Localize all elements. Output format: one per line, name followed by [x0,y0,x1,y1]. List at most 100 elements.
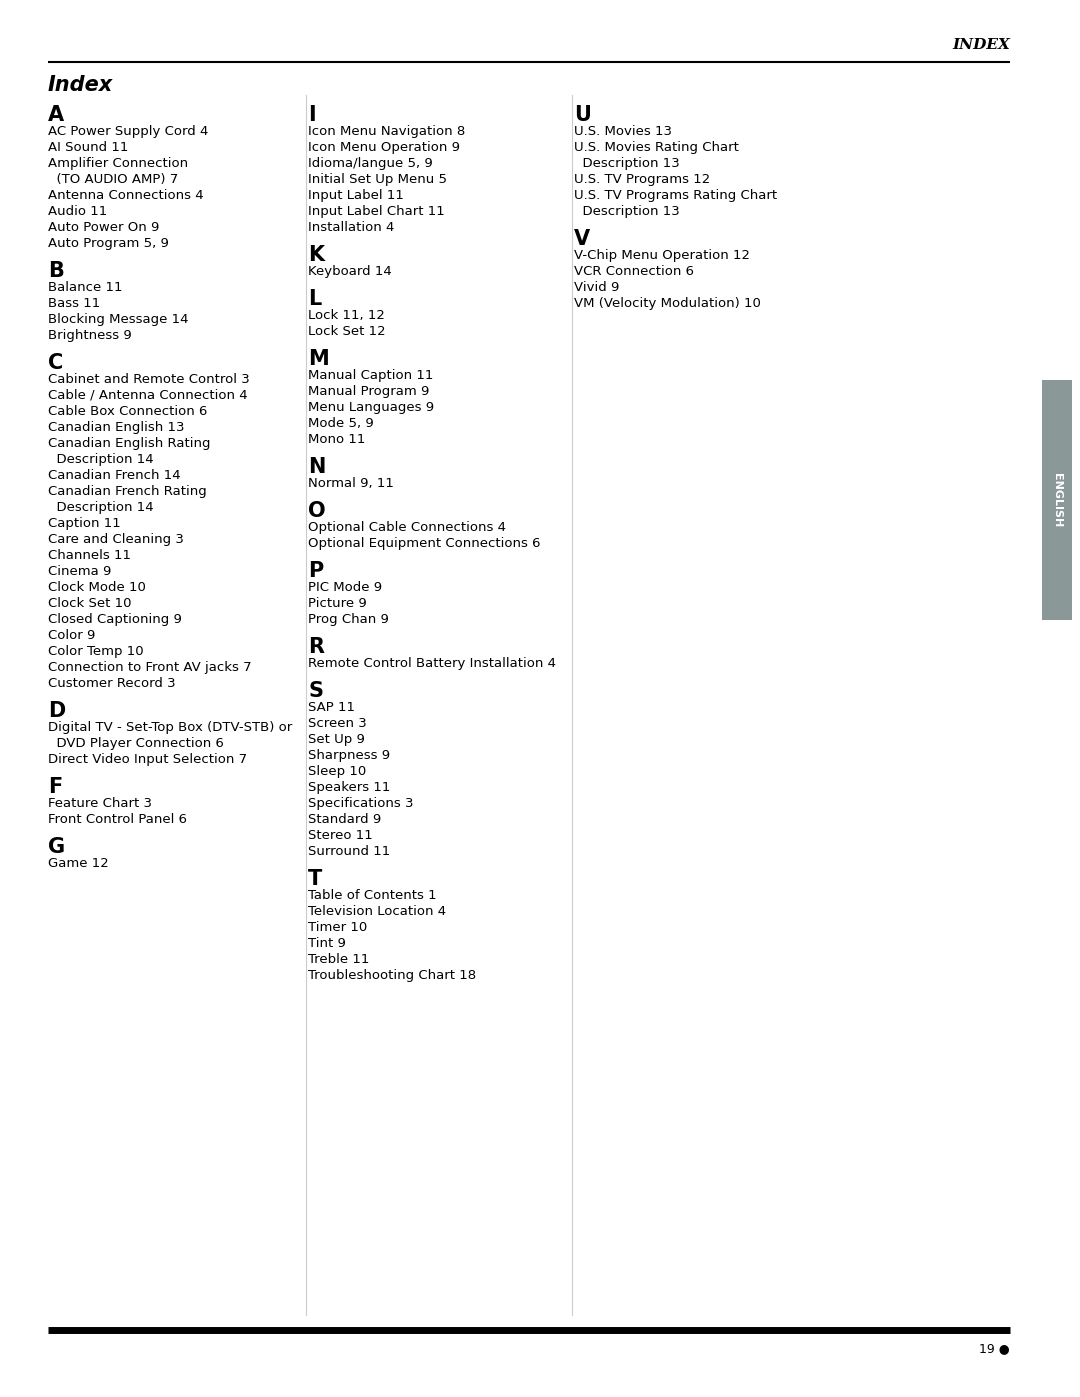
Text: PIC Mode 9: PIC Mode 9 [308,581,382,594]
Text: Lock Set 12: Lock Set 12 [308,326,386,338]
Text: Closed Captioning 9: Closed Captioning 9 [48,613,181,626]
Text: Cinema 9: Cinema 9 [48,564,111,578]
Text: Initial Set Up Menu 5: Initial Set Up Menu 5 [308,173,447,186]
Text: Screen 3: Screen 3 [308,717,367,731]
Text: Clock Mode 10: Clock Mode 10 [48,581,146,594]
Text: Mono 11: Mono 11 [308,433,365,446]
Text: R: R [308,637,324,657]
Text: U.S. Movies Rating Chart: U.S. Movies Rating Chart [573,141,739,154]
Text: Canadian French 14: Canadian French 14 [48,469,180,482]
Text: N: N [308,457,325,476]
Text: Customer Record 3: Customer Record 3 [48,678,176,690]
Text: Set Up 9: Set Up 9 [308,733,365,746]
Text: M: M [308,349,328,369]
Text: O: O [308,502,326,521]
Text: Vivid 9: Vivid 9 [573,281,619,293]
Text: Mode 5, 9: Mode 5, 9 [308,416,374,430]
Text: Color 9: Color 9 [48,629,95,643]
Text: Clock Set 10: Clock Set 10 [48,597,132,610]
Text: ENGLISH: ENGLISH [1052,472,1062,527]
Text: Canadian English 13: Canadian English 13 [48,420,185,434]
Text: Surround 11: Surround 11 [308,845,390,858]
Text: Television Location 4: Television Location 4 [308,905,446,918]
Text: Audio 11: Audio 11 [48,205,107,218]
Text: T: T [308,869,322,888]
Text: Sharpness 9: Sharpness 9 [308,749,390,761]
Text: Color Temp 10: Color Temp 10 [48,645,144,658]
Text: Optional Cable Connections 4: Optional Cable Connections 4 [308,521,507,534]
Text: Cable Box Connection 6: Cable Box Connection 6 [48,405,207,418]
Text: Speakers 11: Speakers 11 [308,781,390,793]
Text: VM (Velocity Modulation) 10: VM (Velocity Modulation) 10 [573,298,761,310]
Text: Care and Cleaning 3: Care and Cleaning 3 [48,534,184,546]
Text: AC Power Supply Cord 4: AC Power Supply Cord 4 [48,124,208,138]
Text: Cabinet and Remote Control 3: Cabinet and Remote Control 3 [48,373,249,386]
Text: Menu Languages 9: Menu Languages 9 [308,401,434,414]
Text: Stereo 11: Stereo 11 [308,828,373,842]
Text: Description 13: Description 13 [573,156,679,170]
Text: Direct Video Input Selection 7: Direct Video Input Selection 7 [48,753,247,766]
Text: Input Label Chart 11: Input Label Chart 11 [308,205,445,218]
Text: Cable / Antenna Connection 4: Cable / Antenna Connection 4 [48,388,247,402]
Text: Icon Menu Navigation 8: Icon Menu Navigation 8 [308,124,465,138]
Text: P: P [308,562,323,581]
Text: U.S. Movies 13: U.S. Movies 13 [573,124,672,138]
Text: Caption 11: Caption 11 [48,517,121,529]
Text: Bass 11: Bass 11 [48,298,100,310]
Text: INDEX: INDEX [953,38,1010,52]
Text: Auto Power On 9: Auto Power On 9 [48,221,160,235]
Text: Canadian English Rating: Canadian English Rating [48,437,211,450]
Text: Channels 11: Channels 11 [48,549,131,562]
Text: (TO AUDIO AMP) 7: (TO AUDIO AMP) 7 [48,173,178,186]
Text: Description 13: Description 13 [573,205,679,218]
Text: Lock 11, 12: Lock 11, 12 [308,309,384,321]
Text: Manual Caption 11: Manual Caption 11 [308,369,433,381]
Text: L: L [308,289,321,309]
Text: Optional Equipment Connections 6: Optional Equipment Connections 6 [308,536,540,550]
Text: Canadian French Rating: Canadian French Rating [48,485,206,497]
Text: Specifications 3: Specifications 3 [308,798,414,810]
Text: Keyboard 14: Keyboard 14 [308,265,392,278]
Text: Manual Program 9: Manual Program 9 [308,386,430,398]
Text: Treble 11: Treble 11 [308,953,369,965]
Text: Front Control Panel 6: Front Control Panel 6 [48,813,187,826]
Text: V: V [573,229,590,249]
Text: Connection to Front AV jacks 7: Connection to Front AV jacks 7 [48,661,252,673]
Text: C: C [48,353,64,373]
Text: Digital TV - Set-Top Box (DTV-STB) or: Digital TV - Set-Top Box (DTV-STB) or [48,721,293,733]
Text: Picture 9: Picture 9 [308,597,367,610]
Text: AI Sound 11: AI Sound 11 [48,141,129,154]
Text: Description 14: Description 14 [48,502,153,514]
Text: S: S [308,680,323,701]
Text: Troubleshooting Chart 18: Troubleshooting Chart 18 [308,970,476,982]
FancyBboxPatch shape [1042,380,1072,620]
Text: VCR Connection 6: VCR Connection 6 [573,265,694,278]
Text: A: A [48,105,64,124]
Text: U.S. TV Programs 12: U.S. TV Programs 12 [573,173,711,186]
Text: G: G [48,837,65,856]
Text: U: U [573,105,591,124]
Text: Input Label 11: Input Label 11 [308,189,404,203]
Text: F: F [48,777,63,798]
Text: K: K [308,244,324,265]
Text: Installation 4: Installation 4 [308,221,394,235]
Text: Antenna Connections 4: Antenna Connections 4 [48,189,204,203]
Text: Standard 9: Standard 9 [308,813,381,826]
Text: 19 ●: 19 ● [980,1343,1010,1355]
Text: Table of Contents 1: Table of Contents 1 [308,888,436,902]
Text: V-Chip Menu Operation 12: V-Chip Menu Operation 12 [573,249,750,263]
Text: Idioma/langue 5, 9: Idioma/langue 5, 9 [308,156,433,170]
Text: Timer 10: Timer 10 [308,921,367,935]
Text: Tint 9: Tint 9 [308,937,346,950]
Text: Normal 9, 11: Normal 9, 11 [308,476,394,490]
Text: U.S. TV Programs Rating Chart: U.S. TV Programs Rating Chart [573,189,778,203]
Text: B: B [48,261,64,281]
Text: Remote Control Battery Installation 4: Remote Control Battery Installation 4 [308,657,556,671]
Text: DVD Player Connection 6: DVD Player Connection 6 [48,738,224,750]
Text: SAP 11: SAP 11 [308,701,355,714]
Text: Feature Chart 3: Feature Chart 3 [48,798,152,810]
Text: Prog Chan 9: Prog Chan 9 [308,613,389,626]
Text: Description 14: Description 14 [48,453,153,467]
Text: Brightness 9: Brightness 9 [48,330,132,342]
Text: Game 12: Game 12 [48,856,109,870]
